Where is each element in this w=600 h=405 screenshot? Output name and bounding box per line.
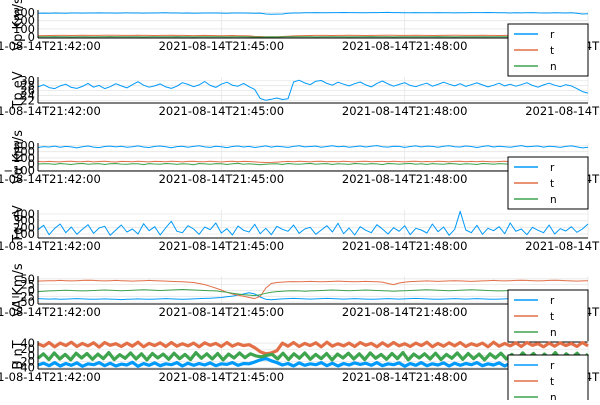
legend-label-n: n bbox=[550, 392, 557, 400]
y-tick-label: 0 bbox=[28, 283, 35, 297]
legend-label-t: t bbox=[550, 311, 554, 323]
x-tick-label: 2021-08-14T21:51:00 bbox=[525, 239, 600, 253]
x-tick-label: 2021-08-14T21:48:00 bbox=[342, 370, 468, 384]
x-tick-label: 2021-08-14T21:42:00 bbox=[0, 370, 101, 384]
x-tick-label: 2021-08-14T21:45:00 bbox=[159, 370, 285, 384]
series-line-r bbox=[37, 79, 589, 101]
y-tick-label: 25 bbox=[20, 278, 35, 292]
series-line-t bbox=[37, 279, 589, 300]
legend-label-r: r bbox=[550, 295, 555, 307]
y-tick-label: −50 bbox=[11, 295, 35, 309]
y-tick-label: 0 bbox=[28, 348, 35, 362]
y-axis-label: B nT bbox=[11, 340, 26, 369]
series-line-r bbox=[37, 292, 589, 301]
y-tick-label: 26 bbox=[20, 84, 35, 98]
y-tick-label: 200 bbox=[13, 220, 35, 234]
x-tick-label: 2021-08-14T21:48:00 bbox=[342, 172, 468, 186]
y-tick-label: 28 bbox=[20, 79, 35, 93]
y-tick-label: 22 bbox=[20, 94, 35, 108]
legend-label-r: r bbox=[550, 360, 555, 372]
series-line-t bbox=[37, 340, 589, 356]
y-tick-label: 200 bbox=[13, 14, 35, 28]
legend-label-n: n bbox=[550, 61, 557, 73]
series-line-r bbox=[37, 145, 589, 149]
y-tick-label: 200 bbox=[13, 145, 35, 159]
legend-label-r: r bbox=[550, 29, 555, 41]
series-line-n bbox=[37, 289, 589, 297]
series-line-n bbox=[38, 36, 589, 38]
y-tick-label: −100 bbox=[3, 163, 35, 177]
legend-box bbox=[507, 354, 589, 405]
y-tick-label: 300 bbox=[13, 138, 35, 152]
x-tick-label: 2021-08-14T21:45:00 bbox=[159, 172, 285, 186]
x-tick-label: 2021-08-14T21:45:00 bbox=[159, 39, 285, 53]
series-line-r bbox=[37, 11, 589, 15]
legend: rtn bbox=[507, 23, 589, 77]
x-tick-label: 2021-08-14T21:42:00 bbox=[0, 239, 101, 253]
y-axis-label: Vp Km/s bbox=[11, 0, 26, 51]
legend: rtn bbox=[507, 354, 589, 405]
y-tick-label: −25 bbox=[11, 289, 35, 303]
legend-label-t: t bbox=[550, 376, 554, 388]
x-tick-label: 2021-08-14T21:51:00 bbox=[525, 104, 600, 118]
series-line-n bbox=[37, 162, 589, 166]
x-tick-label: 2021-08-14T21:48:00 bbox=[342, 39, 468, 53]
legend: rtn bbox=[507, 289, 589, 343]
y-axis-label: Tp eV bbox=[11, 71, 26, 109]
series-line-t bbox=[37, 160, 589, 163]
y-tick-label: 24 bbox=[20, 89, 35, 103]
y-tick-label: 400 bbox=[13, 207, 35, 221]
x-tick-label: 2021-08-14T21:42:00 bbox=[0, 104, 101, 118]
y-axis-label: VA Km/s bbox=[11, 263, 26, 317]
x-tick-label: 2021-08-14T21:42:00 bbox=[0, 305, 101, 319]
y-tick-label: 300 bbox=[13, 214, 35, 228]
y-tick-label: 300 bbox=[13, 5, 35, 19]
series-line-n bbox=[36, 351, 590, 362]
x-tick-label: 2021-08-14T21:42:00 bbox=[0, 39, 101, 53]
y-tick-label: −40 bbox=[11, 360, 35, 374]
legend-label-t: t bbox=[550, 45, 554, 57]
series-line-r bbox=[37, 210, 589, 236]
series-line-t bbox=[37, 34, 589, 38]
legend-label-t: t bbox=[550, 178, 554, 190]
legend-label-n: n bbox=[550, 194, 557, 206]
y-tick-label: −20 bbox=[11, 354, 35, 368]
legend-label-n: n bbox=[550, 327, 557, 339]
x-tick-label: 2021-08-14T21:45:00 bbox=[159, 239, 285, 253]
series-line-r bbox=[37, 356, 589, 368]
legend-label-r: r bbox=[550, 162, 555, 174]
y-tick-label: 0 bbox=[28, 157, 35, 171]
x-tick-label: 2021-08-14T21:42:00 bbox=[0, 172, 101, 186]
y-tick-label: 100 bbox=[13, 227, 35, 241]
y-tick-label: 40 bbox=[20, 336, 35, 350]
y-axis-label: Vα Km/s bbox=[11, 130, 26, 184]
y-tick-label: 100 bbox=[13, 151, 35, 165]
x-tick-label: 2021-08-14T21:48:00 bbox=[342, 104, 468, 118]
x-tick-label: 2021-08-14T21:45:00 bbox=[159, 104, 285, 118]
y-tick-label: 50 bbox=[20, 272, 35, 286]
x-tick-label: 2021-08-14T21:45:00 bbox=[159, 305, 285, 319]
y-tick-label: 30 bbox=[20, 74, 35, 88]
y-tick-label: 0 bbox=[28, 30, 35, 44]
x-tick-label: 2021-08-14T21:48:00 bbox=[342, 305, 468, 319]
y-axis-label: Tα eV bbox=[11, 205, 26, 244]
y-tick-label: 20 bbox=[20, 342, 35, 356]
legend: rtn bbox=[507, 156, 589, 210]
y-tick-label: 100 bbox=[13, 22, 35, 36]
x-tick-label: 2021-08-14T21:48:00 bbox=[342, 239, 468, 253]
